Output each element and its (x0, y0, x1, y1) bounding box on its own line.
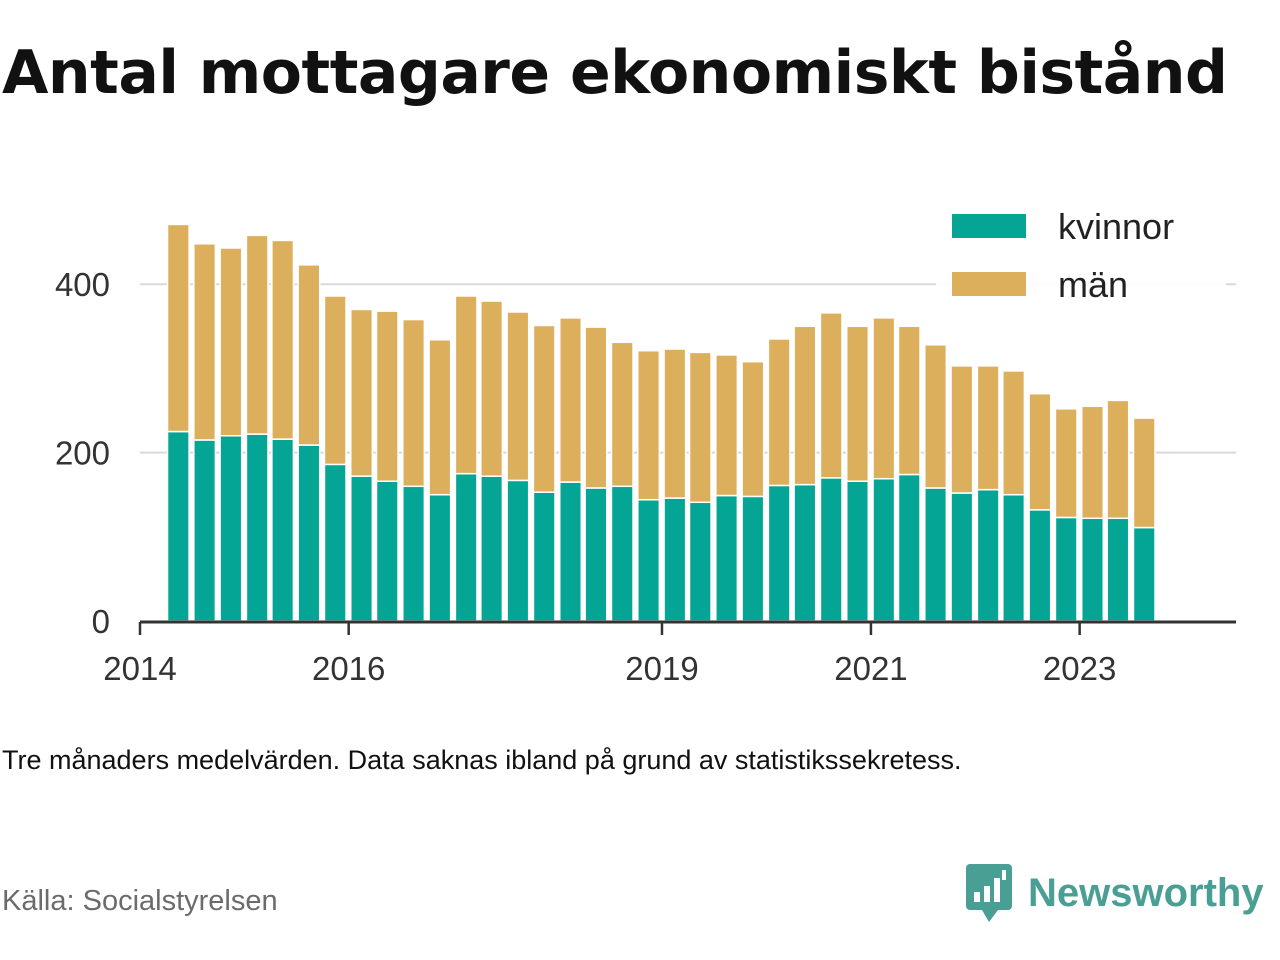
bar-kvinnor (1132, 526, 1156, 622)
bar-kvinnor (506, 479, 530, 622)
bar-kvinnor (897, 473, 921, 622)
legend: kvinnor män (936, 205, 1226, 315)
bar-man (245, 234, 269, 435)
bar-kvinnor (584, 487, 608, 622)
newsworthy-logo-icon (966, 864, 1012, 922)
bar-kvinnor (741, 495, 765, 622)
bar-man (715, 354, 739, 497)
y-tick-label: 400 (55, 266, 110, 303)
bar-man (976, 365, 1000, 491)
bar-kvinnor (924, 487, 948, 622)
bar-man (428, 339, 452, 496)
bar-kvinnor (402, 485, 426, 622)
y-tick-label: 200 (55, 435, 110, 472)
bar-kvinnor (610, 485, 634, 622)
bar-kvinnor (350, 475, 374, 622)
chart-note: Tre månaders medelvärden. Data saknas ib… (2, 745, 962, 775)
legend-label-kvinnor: kvinnor (1058, 206, 1174, 247)
bar-kvinnor (872, 477, 896, 622)
x-tick-label: 2019 (625, 650, 698, 687)
x-tick-label: 2023 (1043, 650, 1116, 687)
brand-name: Newsworthy (1028, 870, 1264, 915)
bar-kvinnor (428, 493, 452, 622)
bar-man (271, 239, 295, 440)
bar-man (819, 312, 843, 479)
x-tick-label: 2014 (103, 650, 176, 687)
bar-man (1080, 405, 1105, 520)
bar-man (741, 360, 765, 498)
bar-man (950, 365, 974, 494)
bar-man (637, 349, 661, 501)
bar-kvinnor (271, 438, 295, 622)
bar-man (480, 300, 504, 477)
bar-kvinnor (1028, 509, 1052, 622)
bar-kvinnor (480, 475, 504, 622)
bar-kvinnor (323, 463, 347, 622)
bar-man (924, 344, 948, 489)
bar-kvinnor (532, 491, 556, 622)
bar-kvinnor (375, 480, 399, 622)
bar-man (663, 348, 687, 499)
bar-man (558, 317, 583, 483)
bar-kvinnor (1080, 517, 1105, 622)
bar-man (845, 325, 870, 482)
bar-kvinnor (637, 499, 661, 622)
bar-man (767, 338, 791, 487)
bar-man (506, 311, 530, 482)
bars (166, 223, 1156, 622)
bar-man (1106, 399, 1130, 520)
bar-man (1132, 417, 1156, 529)
bar-kvinnor (688, 501, 712, 622)
stacked-bar-chart: 0 200 400 2014 2016 2019 2021 2023 kvinnor män (55, 205, 1236, 687)
bar-man (323, 295, 347, 466)
bar-kvinnor (1054, 516, 1078, 622)
bar-man (532, 324, 556, 493)
bar-man (610, 341, 634, 488)
bar-kvinnor (245, 433, 269, 622)
bar-kvinnor (297, 444, 321, 622)
bar-kvinnor (558, 481, 583, 622)
bar-kvinnor (976, 488, 1000, 622)
bar-kvinnor (663, 497, 687, 622)
bar-man (297, 264, 321, 446)
bar-kvinnor (767, 484, 791, 622)
x-tick-label: 2021 (834, 650, 907, 687)
bar-man (793, 325, 817, 486)
bar-man (1002, 370, 1026, 496)
bar-kvinnor (715, 494, 739, 622)
brand-logo[interactable]: Newsworthy (964, 860, 1264, 926)
bar-man (1028, 392, 1052, 511)
legend-swatch-man (952, 272, 1026, 296)
source-credit: Källa: Socialstyrelsen (2, 885, 278, 917)
bar-man (897, 325, 921, 476)
bar-kvinnor (793, 483, 817, 622)
bar-kvinnor (1106, 517, 1130, 622)
bar-man (350, 308, 374, 477)
x-tick-label: 2016 (312, 650, 385, 687)
bar-man (872, 317, 896, 480)
y-tick-label: 0 (92, 603, 110, 640)
axes: 0 200 400 2014 2016 2019 2021 2023 (55, 266, 1236, 687)
bar-man (1054, 408, 1078, 519)
bar-man (166, 223, 190, 433)
bar-man (375, 310, 399, 482)
bar-man (402, 318, 426, 488)
bar-kvinnor (819, 477, 843, 622)
bar-kvinnor (219, 435, 243, 622)
bar-man (584, 326, 608, 489)
bar-man (219, 247, 243, 437)
bar-kvinnor (193, 439, 217, 622)
legend-swatch-kvinnor (952, 214, 1026, 238)
bar-man (193, 243, 217, 441)
bar-kvinnor (950, 492, 974, 622)
bar-man (688, 351, 712, 504)
bar-kvinnor (845, 480, 870, 622)
bar-kvinnor (454, 472, 478, 622)
legend-label-man: män (1058, 264, 1128, 305)
bar-kvinnor (166, 430, 190, 622)
bar-man (454, 295, 478, 475)
bar-kvinnor (1002, 493, 1026, 622)
chart-title: Antal mottagare ekonomiskt bistånd (2, 38, 1228, 108)
